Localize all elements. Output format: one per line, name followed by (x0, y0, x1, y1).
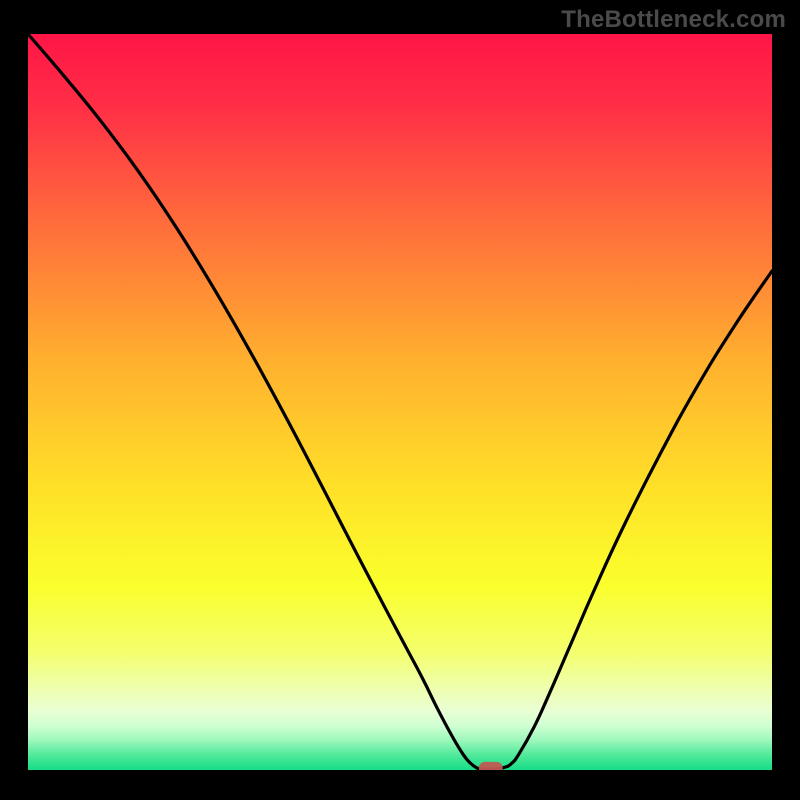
plot-background (28, 34, 772, 770)
stage: TheBottleneck.com (0, 0, 800, 800)
watermark-text: TheBottleneck.com (561, 6, 786, 34)
bottleneck-plot (0, 0, 800, 800)
